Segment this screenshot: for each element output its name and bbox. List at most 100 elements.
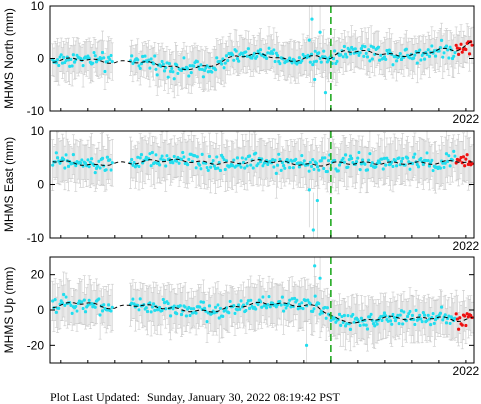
data-point — [386, 51, 390, 55]
data-point — [148, 66, 152, 70]
recent-point — [457, 52, 461, 56]
data-point — [149, 164, 153, 168]
data-point — [340, 314, 344, 319]
data-point — [166, 301, 170, 306]
data-point — [91, 305, 95, 309]
data-point — [223, 167, 227, 172]
data-point — [149, 310, 153, 314]
data-point — [189, 307, 193, 311]
data-point — [63, 166, 67, 170]
data-point — [426, 48, 430, 52]
data-point — [308, 60, 312, 64]
data-point — [203, 68, 207, 73]
data-point — [187, 157, 191, 161]
data-point — [384, 57, 388, 61]
data-point — [200, 67, 204, 71]
outlier-point — [307, 38, 311, 42]
data-point — [234, 164, 238, 168]
data-point — [381, 167, 385, 171]
data-point — [150, 150, 154, 155]
data-point — [131, 163, 135, 167]
data-point — [139, 153, 144, 157]
data-point — [266, 162, 270, 167]
data-point — [232, 304, 236, 308]
data-point — [205, 319, 209, 324]
data-point — [408, 56, 412, 60]
data-point — [398, 313, 402, 317]
data-point — [413, 53, 417, 57]
data-point — [322, 166, 326, 171]
data-point — [360, 158, 365, 162]
data-point — [419, 156, 423, 161]
data-point — [275, 163, 280, 167]
data-point — [151, 302, 156, 306]
data-point — [416, 317, 421, 321]
outlier-point — [323, 91, 328, 95]
data-point — [63, 303, 67, 307]
data-point — [213, 305, 218, 309]
data-point — [83, 310, 88, 314]
data-point — [438, 311, 442, 315]
data-point — [452, 149, 456, 153]
data-point — [79, 161, 83, 165]
data-point — [412, 155, 416, 159]
data-point — [318, 56, 322, 60]
data-point — [299, 161, 303, 165]
data-point — [300, 59, 304, 63]
data-point — [431, 312, 435, 316]
data-point — [54, 151, 58, 155]
data-point — [323, 156, 327, 160]
data-point — [284, 306, 288, 310]
data-point — [141, 54, 145, 59]
data-point — [273, 59, 277, 64]
data-point — [295, 298, 299, 302]
data-point — [290, 297, 294, 301]
outlier-point — [304, 343, 309, 347]
data-point — [185, 67, 190, 71]
data-point — [209, 165, 213, 169]
data-point — [247, 154, 252, 158]
data-point — [100, 309, 105, 313]
data-point — [416, 165, 421, 169]
data-point — [175, 312, 179, 316]
data-point — [96, 164, 100, 168]
data-point — [282, 164, 286, 168]
data-point — [206, 168, 210, 173]
east-panel: -10 0 10 2022 MHMS East (mm) — [2, 124, 480, 253]
data-point — [149, 57, 153, 61]
data-point — [151, 62, 156, 66]
data-point — [405, 156, 410, 160]
data-point — [245, 54, 249, 58]
data-point — [235, 308, 240, 312]
data-point — [369, 312, 373, 316]
data-point — [272, 48, 276, 52]
data-point — [317, 301, 321, 306]
data-point — [138, 66, 142, 71]
data-point — [432, 321, 436, 326]
data-point — [136, 58, 140, 62]
data-point — [418, 48, 422, 52]
data-point — [399, 309, 404, 313]
data-point — [57, 63, 61, 68]
data-point — [301, 306, 305, 311]
data-point — [391, 63, 395, 67]
data-point — [374, 165, 378, 169]
data-point — [199, 300, 203, 304]
recent-point — [454, 312, 458, 316]
data-point — [311, 62, 315, 67]
data-point — [319, 159, 323, 163]
data-point — [224, 54, 229, 58]
data-point — [278, 157, 282, 161]
data-point — [175, 63, 179, 67]
data-point — [55, 58, 60, 62]
data-point — [217, 160, 221, 165]
data-point — [134, 163, 139, 167]
data-point — [316, 165, 320, 169]
data-point — [357, 150, 361, 155]
data-point — [408, 309, 412, 314]
data-point — [378, 160, 382, 165]
data-point — [172, 77, 176, 81]
data-point — [429, 322, 433, 327]
data-point — [100, 50, 105, 55]
data-point — [294, 157, 298, 162]
